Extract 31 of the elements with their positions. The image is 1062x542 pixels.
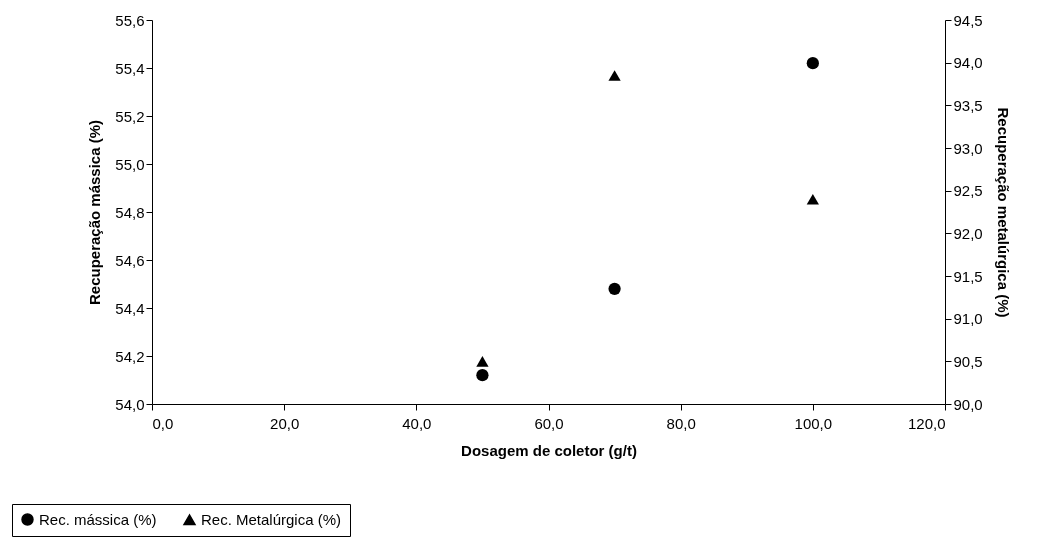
- y2-tick-label: 94,5: [953, 11, 983, 29]
- y-tick-label: 54,6: [115, 251, 145, 269]
- y-axis-title: Recuperação mássica (%): [86, 119, 104, 306]
- y2-tick-label: 93,0: [953, 139, 983, 157]
- x-tick-label: 100,0: [794, 414, 833, 432]
- y-tick-label: 54,2: [115, 347, 145, 365]
- y-tick-label: 54,4: [115, 299, 145, 317]
- legend-label: Rec. mássica (%): [39, 510, 157, 528]
- y-tick-label: 54,0: [115, 395, 145, 413]
- y2-axis-title: Recuperação metalúrgica (%): [994, 107, 1012, 318]
- legend-label: Rec. Metalúrgica (%): [201, 510, 342, 528]
- y-tick-label: 55,6: [115, 11, 145, 29]
- y-tick-label: 55,4: [115, 59, 145, 77]
- x-tick-label: 60,0: [534, 414, 564, 432]
- x-tick-label: 40,0: [402, 414, 432, 432]
- y2-tick-label: 91,5: [953, 267, 983, 285]
- x-tick-label: 20,0: [270, 414, 300, 432]
- y2-tick-label: 91,0: [953, 310, 983, 328]
- x-tick-label: 80,0: [666, 414, 696, 432]
- y-tick-label: 54,8: [115, 203, 145, 221]
- y2-tick-label: 90,0: [953, 395, 983, 413]
- y2-tick-label: 93,5: [953, 96, 983, 114]
- y2-tick-label: 92,0: [953, 224, 983, 242]
- y2-tick-label: 92,5: [953, 182, 983, 200]
- x-axis-title: Dosagem de coletor (g/t): [461, 441, 637, 459]
- x-tick-label: 120,0: [907, 414, 946, 432]
- y2-tick-label: 90,5: [953, 352, 983, 370]
- y2-tick-label: 94,0: [953, 54, 983, 72]
- y-tick-label: 55,2: [115, 107, 145, 125]
- x-tick-label: 0,0: [152, 414, 174, 432]
- y-tick-label: 55,0: [115, 155, 145, 173]
